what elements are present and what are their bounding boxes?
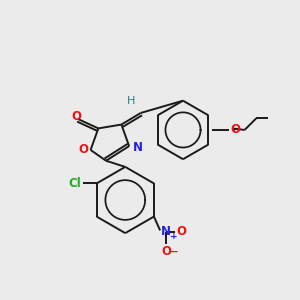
- Text: O: O: [177, 226, 187, 238]
- Text: Cl: Cl: [69, 177, 81, 190]
- Text: O: O: [161, 245, 171, 259]
- Text: N: N: [133, 141, 142, 154]
- Text: O: O: [230, 123, 240, 136]
- Text: −: −: [169, 247, 178, 257]
- Text: +: +: [170, 232, 178, 241]
- Text: H: H: [127, 96, 136, 106]
- Text: N: N: [161, 226, 171, 238]
- Text: O: O: [72, 110, 82, 123]
- Text: O: O: [79, 143, 89, 157]
